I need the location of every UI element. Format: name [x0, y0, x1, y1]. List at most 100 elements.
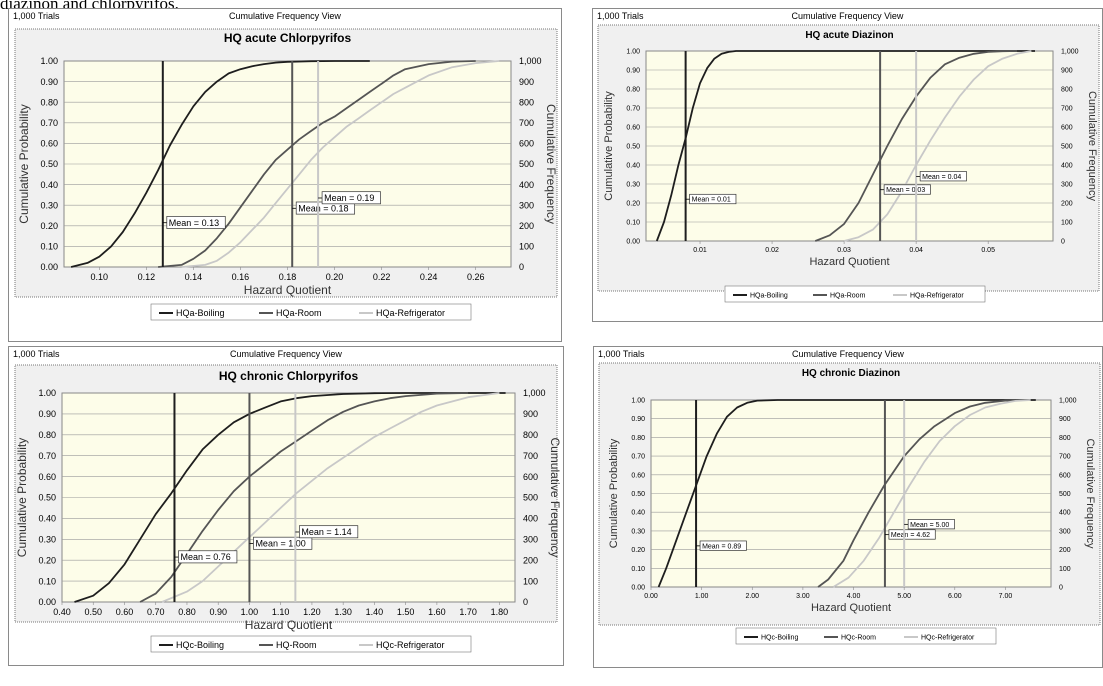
- y-tick-label: 0.50: [40, 159, 58, 169]
- y-axis-label: Cumulative Probability: [603, 91, 615, 201]
- y2-tick-label: 300: [1059, 528, 1071, 535]
- y-tick-label: 0.90: [626, 67, 640, 74]
- y2-tick-label: 300: [1061, 181, 1073, 188]
- y2-tick-label: 700: [1059, 454, 1071, 461]
- legend-box: [150, 303, 472, 321]
- chart-title: HQ acute Chlorpyrifos: [224, 31, 352, 45]
- y-tick-label: 1.00: [631, 397, 645, 404]
- series-line-room: [817, 399, 1026, 588]
- x-tick-label: 0.10: [91, 272, 109, 282]
- svg-text:HQa-Room: HQa-Room: [276, 308, 322, 318]
- series-line-refrigerator: [832, 399, 1031, 588]
- x-tick-label: 0.22: [373, 272, 391, 282]
- svg-text:Mean = 1.00: Mean = 1.00: [255, 539, 305, 549]
- svg-text:HQa-Refrigerator: HQa-Refrigerator: [910, 292, 964, 299]
- y-tick-label: 0.30: [631, 528, 645, 535]
- y2-tick-label: 100: [519, 242, 534, 252]
- y-tick-label: 0.30: [38, 534, 56, 544]
- y2-tick-label: 400: [523, 514, 538, 524]
- x-tick-label: 1.20: [303, 607, 321, 617]
- x-tick-label: 0.60: [116, 607, 134, 617]
- x-tick-label: 1.60: [428, 607, 446, 617]
- x-tick-label: 0.70: [147, 607, 165, 617]
- y-tick-label: 0.70: [626, 105, 640, 112]
- mean-label-room: Mean = 4.62: [884, 529, 936, 540]
- y-tick-label: 0.40: [626, 162, 640, 169]
- mean-label-refrigerator: Mean = 5.00: [904, 519, 955, 530]
- legend-box: [735, 627, 997, 645]
- x-tick-label: 2.00: [745, 593, 759, 600]
- series-line-boiling: [655, 50, 1035, 242]
- x-tick-label: 5.00: [897, 593, 911, 600]
- series-line-room: [158, 60, 476, 268]
- y-tick-label: 0.20: [38, 555, 56, 565]
- mean-label-refrigerator: Mean = 0.19: [318, 191, 381, 205]
- x-axis-label: Hazard Quotient: [245, 618, 333, 632]
- y-tick-label: 0.20: [631, 547, 645, 554]
- series-line-refrigerator: [181, 60, 500, 268]
- svg-text:Mean = 0.01: Mean = 0.01: [692, 197, 731, 204]
- x-axis-label: Hazard Quotient: [809, 256, 889, 268]
- mean-label-boiling: Mean = 0.01: [685, 193, 737, 205]
- x-tick-label: 1.40: [366, 607, 384, 617]
- chart-svg: 1,000 Trials Cumulative Frequency View HQ …: [597, 11, 1100, 303]
- svg-text:Mean = 0.76: Mean = 0.76: [180, 552, 230, 562]
- svg-text:Mean = 0.19: Mean = 0.19: [324, 193, 374, 203]
- x-tick-label: 0.14: [185, 272, 203, 282]
- x-tick-label: 6.00: [948, 593, 962, 600]
- y2-tick-label: 1,000: [519, 56, 542, 66]
- y2-tick-label: 700: [1061, 105, 1073, 112]
- chart-panel-hq-chronic-chlorpyrifos: 1,000 Trials Cumulative Frequency View HQ …: [8, 346, 564, 666]
- y-tick-label: 0.60: [631, 472, 645, 479]
- svg-text:HQa-Refrigerator: HQa-Refrigerator: [376, 308, 445, 318]
- y2-tick-label: 700: [519, 118, 534, 128]
- y-tick-label: 1.00: [38, 388, 56, 398]
- y-tick-label: 0.90: [38, 409, 56, 419]
- y2-axis-label: Cumulative Frequency: [544, 104, 558, 224]
- x-tick-label: 0.40: [53, 607, 71, 617]
- svg-text:Mean = 0.18: Mean = 0.18: [298, 203, 348, 213]
- x-tick-label: 0.01: [693, 247, 707, 254]
- y2-tick-label: 1,000: [1059, 397, 1077, 404]
- chart-svg: 1,000 Trials Cumulative Frequency View HQ …: [13, 349, 562, 653]
- y2-tick-label: 200: [519, 221, 534, 231]
- y-tick-label: 0.30: [626, 181, 640, 188]
- legend-item-room: HQ-Room: [259, 640, 317, 650]
- x-tick-label: 0.80: [178, 607, 196, 617]
- y2-tick-label: 700: [523, 451, 538, 461]
- legend-item-refrigerator: HQc-Refrigerator: [359, 640, 445, 650]
- x-tick-label: 1.10: [272, 607, 290, 617]
- legend-item-room: HQa-Room: [259, 308, 322, 318]
- y2-tick-label: 1,000: [523, 388, 546, 398]
- svg-text:Mean = 5.00: Mean = 5.00: [910, 522, 949, 529]
- legend-item-boiling: HQa-Boiling: [733, 292, 788, 299]
- x-tick-label: 0.20: [326, 272, 344, 282]
- y-tick-label: 0.50: [38, 493, 56, 503]
- legend-item-room: HQc-Room: [824, 634, 876, 641]
- svg-text:HQc-Boiling: HQc-Boiling: [761, 634, 798, 641]
- svg-text:Mean = 0.03: Mean = 0.03: [886, 187, 925, 194]
- y2-tick-label: 500: [523, 493, 538, 503]
- y2-tick-label: 100: [1059, 566, 1071, 573]
- y2-tick-label: 800: [1059, 435, 1071, 442]
- legend-item-refrigerator: HQa-Refrigerator: [359, 308, 445, 318]
- x-tick-label: 0.26: [467, 272, 485, 282]
- y2-tick-label: 800: [523, 430, 538, 440]
- x-tick-label: 0.18: [279, 272, 297, 282]
- x-tick-label: 1.00: [241, 607, 259, 617]
- y-tick-label: 0.70: [38, 451, 56, 461]
- x-tick-label: 3.00: [796, 593, 810, 600]
- y-axis-label: Cumulative Probability: [15, 438, 29, 557]
- svg-text:HQ-Room: HQ-Room: [276, 640, 317, 650]
- svg-text:Mean = 4.62: Mean = 4.62: [891, 532, 930, 539]
- y2-tick-label: 900: [519, 77, 534, 87]
- y2-tick-label: 300: [523, 534, 538, 544]
- svg-text:HQc-Boiling: HQc-Boiling: [176, 640, 224, 650]
- y-tick-label: 0.80: [40, 97, 58, 107]
- y2-tick-label: 0: [523, 597, 528, 607]
- svg-text:Mean = 0.89: Mean = 0.89: [702, 543, 741, 550]
- svg-text:HQc-Refrigerator: HQc-Refrigerator: [376, 640, 445, 650]
- y2-tick-label: 800: [1061, 86, 1073, 93]
- y-tick-label: 0.60: [38, 472, 56, 482]
- chart-svg: 1,000 Trials Cumulative Frequency View HQ …: [13, 11, 558, 321]
